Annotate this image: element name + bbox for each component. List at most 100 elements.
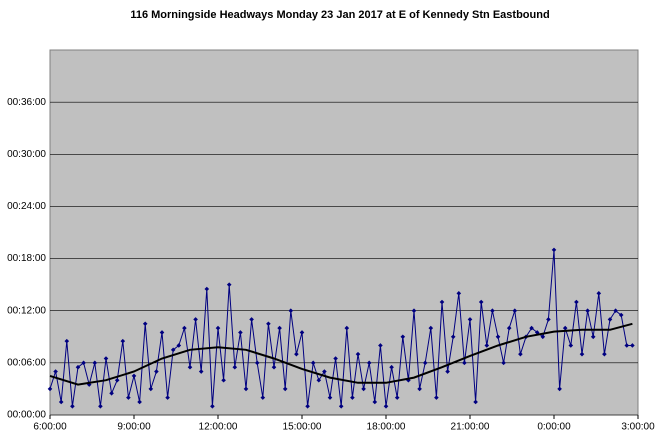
- data-point: [210, 404, 215, 409]
- data-point: [607, 317, 613, 322]
- data-point: [624, 343, 630, 348]
- data-point: [249, 317, 254, 322]
- data-point: [574, 299, 579, 305]
- data-point: [47, 386, 53, 392]
- data-point: [92, 360, 98, 366]
- data-point: [355, 351, 361, 357]
- data-point: [198, 369, 204, 374]
- data-point: [613, 308, 618, 314]
- data-point: [109, 390, 114, 396]
- data-point: [64, 338, 70, 344]
- data-point: [378, 343, 383, 348]
- data-point: [579, 351, 585, 357]
- data-point: [75, 364, 81, 370]
- data-point: [221, 377, 226, 383]
- data-point: [327, 395, 333, 400]
- data-point: [322, 369, 327, 374]
- data-point: [389, 364, 394, 370]
- x-tick-label: 0:00:00: [537, 422, 571, 433]
- data-point: [417, 386, 422, 392]
- x-tick-label: 3:00:00: [621, 422, 655, 433]
- data-point: [176, 343, 182, 348]
- x-tick-label: 21:00:00: [451, 422, 490, 433]
- data-point: [439, 299, 445, 305]
- data-point: [154, 369, 159, 374]
- data-point: [126, 395, 131, 400]
- data-point: [282, 386, 288, 392]
- data-point: [434, 395, 439, 400]
- data-point: [596, 291, 602, 296]
- data-point: [383, 404, 389, 409]
- data-point: [585, 308, 590, 314]
- data-point: [557, 386, 562, 392]
- data-point: [366, 360, 372, 366]
- data-point: [114, 377, 120, 383]
- data-point: [98, 404, 103, 409]
- y-tick-label: 00:36:00: [7, 97, 46, 108]
- data-point: [428, 325, 434, 331]
- data-point: [53, 369, 58, 374]
- data-point: [490, 308, 495, 314]
- data-point: [148, 386, 154, 392]
- data-point: [546, 317, 551, 322]
- data-point: [450, 334, 456, 340]
- data-point: [238, 330, 243, 335]
- data-point: [422, 360, 428, 366]
- data-point: [142, 321, 148, 327]
- data-point: [120, 338, 126, 344]
- x-tick-label: 9:00:00: [117, 422, 151, 433]
- data-point: [81, 360, 86, 366]
- data-point: [361, 386, 366, 392]
- data-point: [590, 334, 596, 340]
- data-point: [333, 356, 338, 361]
- data-point: [58, 399, 64, 405]
- data-point: [338, 404, 344, 409]
- data-point: [467, 317, 473, 322]
- data-point: [411, 308, 417, 314]
- data-point: [400, 334, 406, 340]
- trend-line: [49, 322, 633, 386]
- data-point: [445, 369, 450, 374]
- data-point: [394, 395, 400, 400]
- data-point: [70, 404, 75, 409]
- data-point: [518, 351, 523, 357]
- chart-title: 116 Morningside Headways Monday 23 Jan 2…: [130, 9, 549, 21]
- data-point: [478, 299, 484, 305]
- data-point: [473, 399, 478, 405]
- data-point: [131, 373, 137, 379]
- data-point: [159, 330, 165, 335]
- data-point: [630, 343, 635, 348]
- data-point: [568, 343, 574, 348]
- data-point: [204, 286, 210, 292]
- data-point: [618, 312, 624, 318]
- data-point: [310, 360, 316, 366]
- data-point: [299, 330, 305, 335]
- data-point: [305, 404, 310, 409]
- data-point: [540, 334, 546, 340]
- data-point: [170, 347, 176, 353]
- data-point: [266, 321, 271, 327]
- data-point: [103, 356, 109, 361]
- data-point: [165, 395, 170, 400]
- data-point: [193, 317, 198, 322]
- data-point: [316, 377, 322, 383]
- y-tick-label: 00:30:00: [7, 149, 46, 160]
- data-point: [506, 325, 512, 331]
- y-tick-label: 00:24:00: [7, 201, 46, 212]
- data-point: [288, 308, 294, 314]
- data-point: [182, 325, 187, 331]
- data-point: [187, 364, 193, 370]
- y-tick-label: 00:18:00: [7, 253, 46, 264]
- data-point: [260, 395, 266, 400]
- data-point: [350, 395, 355, 400]
- data-point: [529, 325, 534, 331]
- y-tick-label: 00:00:00: [7, 410, 46, 421]
- data-point: [137, 399, 142, 405]
- data-point: [372, 399, 378, 405]
- y-tick-label: 00:06:00: [7, 357, 46, 368]
- data-point: [294, 351, 299, 357]
- x-tick-label: 15:00:00: [283, 422, 322, 433]
- data-point: [512, 308, 518, 314]
- x-tick-label: 18:00:00: [367, 422, 406, 433]
